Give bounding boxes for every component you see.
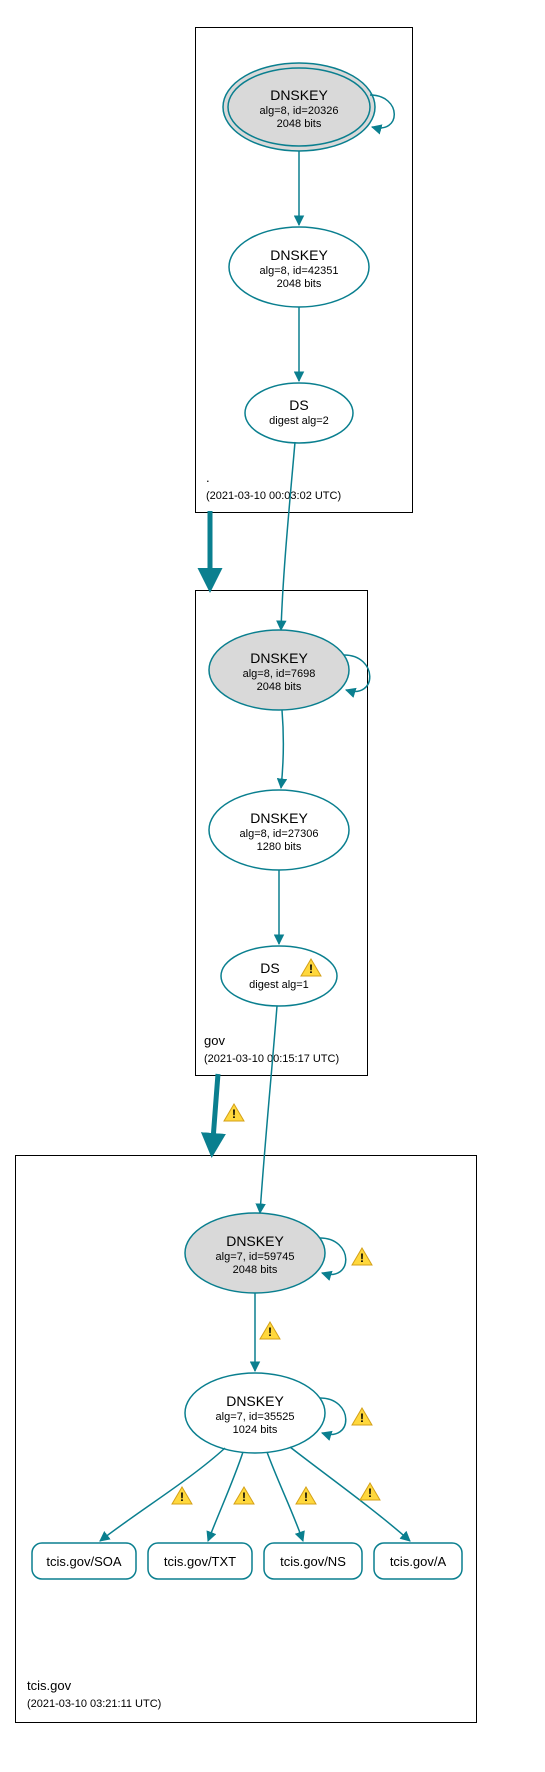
node-gov-ksk: DNSKEY alg=8, id=7698 2048 bits — [209, 630, 349, 710]
node-tcis-zsk: DNSKEY alg=7, id=35525 1024 bits — [185, 1373, 325, 1453]
gov-zsk-l2: 1280 bits — [257, 841, 302, 853]
tcis-zsk-l2: 1024 bits — [233, 1424, 278, 1436]
svg-text:!: ! — [360, 1251, 364, 1265]
svg-text:!: ! — [268, 1325, 272, 1339]
warn-icon: ! — [224, 1104, 244, 1121]
root-zsk-title: DNSKEY — [270, 247, 328, 263]
gov-zsk-title: DNSKEY — [250, 810, 308, 826]
record-soa: tcis.gov/SOA — [32, 1543, 136, 1579]
gov-ds-l1: digest alg=1 — [249, 979, 309, 991]
svg-text:!: ! — [242, 1490, 246, 1504]
gov-ds-title: DS — [260, 960, 279, 976]
record-a-label: tcis.gov/A — [390, 1554, 447, 1569]
node-root-ksk: DNSKEY alg=8, id=20326 2048 bits — [223, 63, 375, 151]
edge-gov-to-tcis-zone — [212, 1074, 218, 1153]
svg-text:!: ! — [304, 1490, 308, 1504]
edge-root-ds-gov-ksk — [281, 442, 295, 630]
warn-icon: ! — [234, 1487, 254, 1504]
edge-zsk-ns — [267, 1452, 303, 1541]
node-gov-zsk: DNSKEY alg=8, id=27306 1280 bits — [209, 790, 349, 870]
record-txt: tcis.gov/TXT — [148, 1543, 252, 1579]
root-ksk-l1: alg=8, id=20326 — [260, 105, 339, 117]
svg-text:!: ! — [309, 962, 313, 976]
warn-icon: ! — [296, 1487, 316, 1504]
record-soa-label: tcis.gov/SOA — [46, 1554, 121, 1569]
record-ns-label: tcis.gov/NS — [280, 1554, 346, 1569]
record-a: tcis.gov/A — [374, 1543, 462, 1579]
warn-icon: ! — [360, 1483, 380, 1500]
warn-icon: ! — [260, 1322, 280, 1339]
warn-icon: ! — [172, 1487, 192, 1504]
root-ds-title: DS — [289, 397, 308, 413]
edge-zsk-soa — [100, 1448, 225, 1541]
tcis-ksk-title: DNSKEY — [226, 1233, 284, 1249]
record-txt-label: tcis.gov/TXT — [164, 1554, 236, 1569]
edge-zsk-txt — [208, 1452, 243, 1541]
warn-icon: ! — [352, 1248, 372, 1265]
gov-ksk-l1: alg=8, id=7698 — [243, 668, 316, 680]
gov-zsk-l1: alg=8, id=27306 — [240, 828, 319, 840]
warn-icon: ! — [352, 1408, 372, 1425]
root-ksk-title: DNSKEY — [270, 87, 328, 103]
root-zsk-l1: alg=8, id=42351 — [260, 265, 339, 277]
svg-text:!: ! — [180, 1490, 184, 1504]
root-ksk-l2: 2048 bits — [277, 118, 322, 130]
root-zsk-l2: 2048 bits — [277, 278, 322, 290]
edge-gov-ds-tcis-ksk — [260, 1006, 277, 1213]
svg-text:!: ! — [360, 1411, 364, 1425]
tcis-ksk-l1: alg=7, id=59745 — [216, 1251, 295, 1263]
tcis-zsk-l1: alg=7, id=35525 — [216, 1411, 295, 1423]
gov-ksk-title: DNSKEY — [250, 650, 308, 666]
root-ds-l1: digest alg=2 — [269, 415, 329, 427]
node-root-zsk: DNSKEY alg=8, id=42351 2048 bits — [229, 227, 369, 307]
svg-text:!: ! — [368, 1486, 372, 1500]
tcis-zsk-title: DNSKEY — [226, 1393, 284, 1409]
diagram-svg: DNSKEY alg=8, id=20326 2048 bits DNSKEY … — [0, 0, 545, 1772]
record-ns: tcis.gov/NS — [264, 1543, 362, 1579]
gov-ksk-l2: 2048 bits — [257, 681, 302, 693]
tcis-ksk-l2: 2048 bits — [233, 1264, 278, 1276]
node-tcis-ksk: DNSKEY alg=7, id=59745 2048 bits — [185, 1213, 325, 1293]
edge-gov-ksk-zsk — [281, 710, 283, 788]
node-root-ds: DS digest alg=2 — [245, 383, 353, 443]
svg-text:!: ! — [232, 1107, 236, 1121]
